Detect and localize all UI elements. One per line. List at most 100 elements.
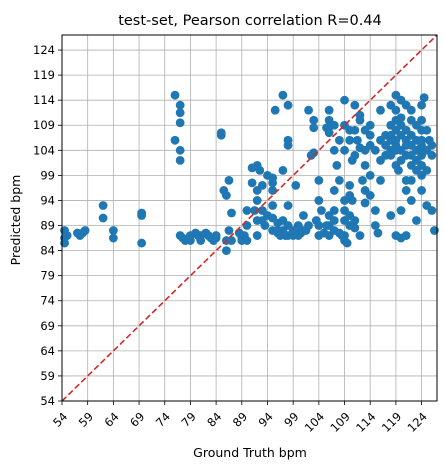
scatter-point xyxy=(332,160,342,170)
scatter-point xyxy=(419,93,429,103)
scatter-point xyxy=(242,206,252,215)
y-tick-label: 114 xyxy=(33,93,55,107)
scatter-point xyxy=(412,216,421,225)
scatter-point xyxy=(283,201,293,210)
scatter-point xyxy=(278,165,288,175)
scatter-point xyxy=(352,135,362,145)
scatter-point xyxy=(329,186,339,195)
scatter-point xyxy=(175,118,185,128)
scatter-point xyxy=(329,206,339,215)
scatter-point xyxy=(224,226,234,235)
scatter-point xyxy=(342,238,352,248)
scatter-point xyxy=(137,211,147,220)
scatter-point xyxy=(283,100,293,110)
scatter-point xyxy=(334,175,344,185)
x-axis-label: Ground Truth bpm xyxy=(193,445,307,460)
plot-frame xyxy=(61,34,438,402)
scatter-point xyxy=(347,196,357,205)
scatter-point xyxy=(396,113,406,123)
y-tick-label: 124 xyxy=(33,43,55,57)
scatter-point xyxy=(401,186,411,195)
scatter-point xyxy=(196,236,206,245)
x-tick-label: 79 xyxy=(179,409,199,429)
data-points xyxy=(60,90,439,255)
scatter-point xyxy=(283,140,293,150)
x-tick-label: 114 xyxy=(353,409,378,434)
scatter-point xyxy=(242,236,252,245)
scatter-point xyxy=(417,186,426,195)
x-axis-ticks: 54 59 64 69 74 79 84 89 94 99 104 109 114 119 124 xyxy=(50,401,430,435)
x-tick-label: 104 xyxy=(302,409,327,434)
scatter-point xyxy=(257,181,267,190)
scatter-point xyxy=(406,175,416,185)
x-tick-label: 84 xyxy=(204,409,224,429)
scatter-point xyxy=(376,175,385,185)
scatter-point xyxy=(62,231,72,240)
chart-title: test-set, Pearson correlation R=0.44 xyxy=(118,13,382,29)
scatter-point xyxy=(309,115,319,125)
scatter-point xyxy=(108,226,118,235)
scatter-point xyxy=(221,191,231,200)
scatter-point xyxy=(247,178,257,188)
scatter-point xyxy=(365,170,375,180)
scatter-point xyxy=(365,191,375,200)
y-tick-label: 109 xyxy=(33,118,55,132)
scatter-point xyxy=(373,228,383,238)
y-tick-label: 54 xyxy=(40,394,55,408)
scatter-point xyxy=(345,135,355,145)
scatter-point xyxy=(350,125,360,135)
scatter-point xyxy=(260,221,270,230)
scatter-point xyxy=(350,150,360,160)
scatter-point xyxy=(430,226,439,235)
scatter-point xyxy=(137,238,147,248)
scatter-point xyxy=(401,231,411,240)
scatter-point xyxy=(60,238,69,248)
scatter-point xyxy=(417,100,426,110)
scatter-point xyxy=(360,198,370,208)
scatter-point xyxy=(340,95,349,105)
scatter-point xyxy=(427,140,437,150)
scatter-point xyxy=(314,196,324,205)
scatter-point xyxy=(355,115,365,125)
x-tick-label: 69 xyxy=(127,409,147,429)
scatter-point xyxy=(394,165,403,175)
scatter-point xyxy=(309,123,319,133)
y-tick-label: 74 xyxy=(40,294,55,308)
scatter-point xyxy=(350,216,360,225)
scatter-point xyxy=(422,165,432,175)
scatter-point xyxy=(175,108,185,118)
scatter-point xyxy=(329,145,339,155)
scatter-point xyxy=(270,105,280,115)
y-tick-label: 69 xyxy=(40,319,55,333)
y-tick-label: 119 xyxy=(33,68,55,82)
scatter-point xyxy=(304,105,313,115)
scatter-point xyxy=(417,115,426,125)
scatter-point xyxy=(329,216,339,225)
y-tick-label: 59 xyxy=(40,369,55,383)
scatter-point xyxy=(391,105,401,115)
scatter-point xyxy=(355,231,365,240)
x-tick-label: 54 xyxy=(50,409,70,429)
scatter-point xyxy=(252,231,262,240)
scatter-point xyxy=(427,150,437,160)
scatter-point xyxy=(317,206,326,215)
scatter-point xyxy=(350,223,360,233)
scatter-point xyxy=(309,148,319,158)
scatter-point xyxy=(304,221,313,230)
x-tick-label: 89 xyxy=(230,409,250,429)
scatter-point xyxy=(175,145,185,155)
scatter-point xyxy=(98,213,108,223)
scatter-point xyxy=(427,206,437,215)
scatter-point xyxy=(345,181,355,190)
scatter-point xyxy=(370,206,380,215)
x-tick-label: 74 xyxy=(153,409,173,429)
x-tick-label: 99 xyxy=(281,409,301,429)
y-tick-label: 89 xyxy=(40,219,55,233)
scatter-point xyxy=(406,105,416,115)
scatter-point xyxy=(80,226,90,235)
scatter-point xyxy=(278,90,288,100)
x-tick-label: 109 xyxy=(327,409,352,434)
scatter-point xyxy=(221,246,231,255)
scatter-point xyxy=(386,211,396,220)
scatter-point xyxy=(365,120,375,130)
